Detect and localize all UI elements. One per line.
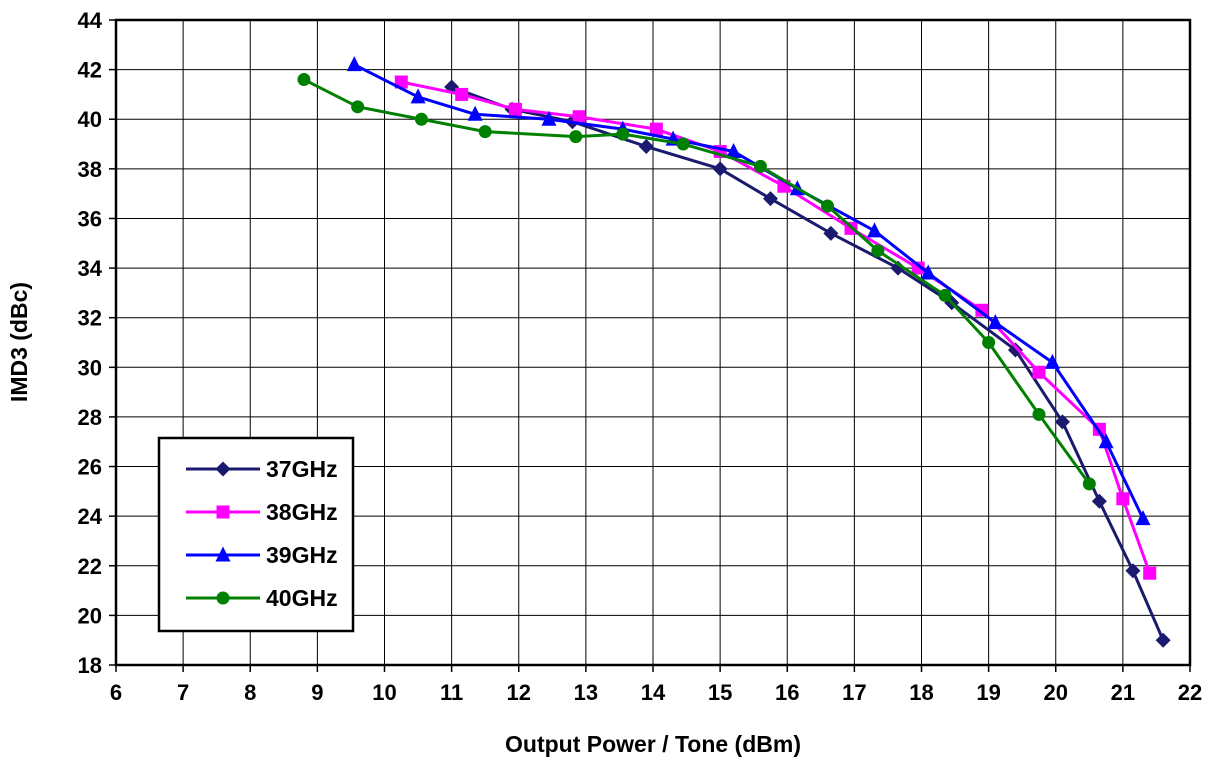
data-point-38ghz: [1032, 365, 1046, 379]
data-point-40ghz: [982, 336, 996, 349]
y-tick-label: 34: [78, 256, 103, 281]
y-tick-label: 38: [78, 157, 102, 182]
legend-item-40ghz: 40GHz: [186, 585, 338, 611]
data-point-37ghz: [712, 161, 728, 177]
x-tick-label: 13: [574, 680, 598, 705]
x-tick-label: 6: [110, 680, 122, 705]
x-tick-label: 20: [1044, 680, 1068, 705]
data-point-40ghz: [616, 127, 630, 141]
x-tick-label: 21: [1111, 680, 1135, 705]
y-tick-label: 32: [78, 306, 102, 331]
data-point-38ghz: [455, 87, 469, 101]
x-axis-title: Output Power / Tone (dBm): [505, 731, 801, 757]
legend-swatch-marker: [215, 461, 231, 477]
axis-ticks: [109, 19, 1191, 672]
legend-label: 39GHz: [266, 542, 338, 568]
legend-item-39ghz: 39GHz: [186, 542, 338, 568]
data-point-40ghz: [821, 199, 835, 213]
legend-swatch-marker: [215, 546, 231, 562]
series-layer: [297, 56, 1171, 648]
data-point-38ghz: [1143, 566, 1157, 580]
data-point-38ghz: [1116, 492, 1130, 506]
y-tick-label: 18: [78, 653, 102, 678]
data-point-39ghz: [920, 264, 936, 280]
data-point-40ghz: [871, 244, 885, 258]
x-tick-label: 10: [372, 680, 396, 705]
y-tick-label: 40: [78, 107, 102, 132]
data-point-40ghz: [938, 288, 952, 302]
data-point-40ghz: [1032, 407, 1046, 421]
data-point-37ghz: [1007, 342, 1023, 358]
axis-tick-labels: 6 7 8 9 10 11 12 13 14 15 16 17 18 19 20 21 22 18 20 22 24 26…: [78, 8, 1203, 705]
data-point-39ghz: [726, 142, 742, 158]
y-tick-label: 42: [78, 58, 102, 83]
x-tick-label: 9: [311, 680, 323, 705]
data-point-39ghz: [1098, 433, 1114, 449]
data-point-39ghz: [410, 88, 426, 104]
data-point-39ghz: [346, 56, 362, 72]
legend-swatch-marker: [216, 591, 230, 605]
legend-item-38ghz: 38GHz: [186, 499, 338, 525]
data-point-38ghz: [911, 261, 925, 275]
data-point-39ghz: [1135, 510, 1151, 526]
y-tick-label: 20: [78, 603, 102, 628]
data-point-40ghz: [351, 100, 365, 114]
data-point-39ghz: [467, 105, 483, 121]
x-tick-label: 16: [775, 680, 799, 705]
data-point-40ghz: [414, 112, 428, 126]
data-point-40ghz: [1082, 477, 1096, 491]
legend-label: 38GHz: [266, 499, 338, 525]
data-point-40ghz: [297, 73, 311, 87]
legend-label: 37GHz: [266, 456, 338, 482]
y-tick-label: 26: [78, 455, 102, 480]
data-point-37ghz: [638, 139, 654, 155]
series-40ghz: [297, 73, 1096, 491]
data-point-37ghz: [1054, 414, 1070, 430]
x-tick-label: 17: [842, 680, 866, 705]
data-point-37ghz: [762, 191, 778, 207]
data-point-38ghz: [572, 110, 586, 124]
x-tick-label: 8: [244, 680, 256, 705]
legend-item-37ghz: 37GHz: [186, 456, 338, 482]
x-tick-label: 15: [708, 680, 732, 705]
data-point-37ghz: [1155, 632, 1171, 648]
y-tick-label: 30: [78, 355, 102, 380]
legend-label: 40GHz: [266, 585, 338, 611]
data-point-38ghz: [649, 122, 663, 136]
x-tick-label: 7: [177, 680, 189, 705]
data-point-40ghz: [478, 125, 492, 139]
x-tick-label: 18: [909, 680, 933, 705]
y-axis-title: IMD3 (dBc): [6, 282, 32, 402]
legend: 37GHz 38GHz 39GHz 40GHz: [157, 436, 355, 633]
series-line-40ghz: [303, 78, 1091, 485]
x-tick-label: 19: [976, 680, 1000, 705]
y-tick-label: 36: [78, 206, 102, 231]
y-tick-label: 22: [78, 554, 102, 579]
data-point-39ghz: [541, 110, 557, 126]
data-point-40ghz: [753, 159, 767, 173]
data-point-37ghz: [890, 260, 906, 276]
x-tick-label: 12: [507, 680, 531, 705]
data-point-39ghz: [867, 222, 883, 238]
legend-swatch-marker: [216, 505, 230, 519]
data-point-37ghz: [823, 225, 839, 241]
y-tick-label: 44: [78, 8, 103, 33]
data-point-37ghz: [1091, 493, 1107, 509]
data-point-37ghz: [1125, 563, 1141, 579]
y-tick-label: 28: [78, 405, 102, 430]
x-tick-label: 11: [440, 680, 463, 705]
data-point-40ghz: [676, 137, 690, 151]
x-tick-label: 22: [1178, 680, 1202, 705]
data-point-39ghz: [1044, 353, 1060, 369]
data-point-38ghz: [508, 102, 522, 116]
data-point-40ghz: [569, 130, 583, 144]
series-line-38ghz: [400, 80, 1152, 574]
x-tick-label: 14: [641, 680, 666, 705]
y-tick-label: 24: [78, 504, 103, 529]
data-point-39ghz: [987, 314, 1003, 330]
